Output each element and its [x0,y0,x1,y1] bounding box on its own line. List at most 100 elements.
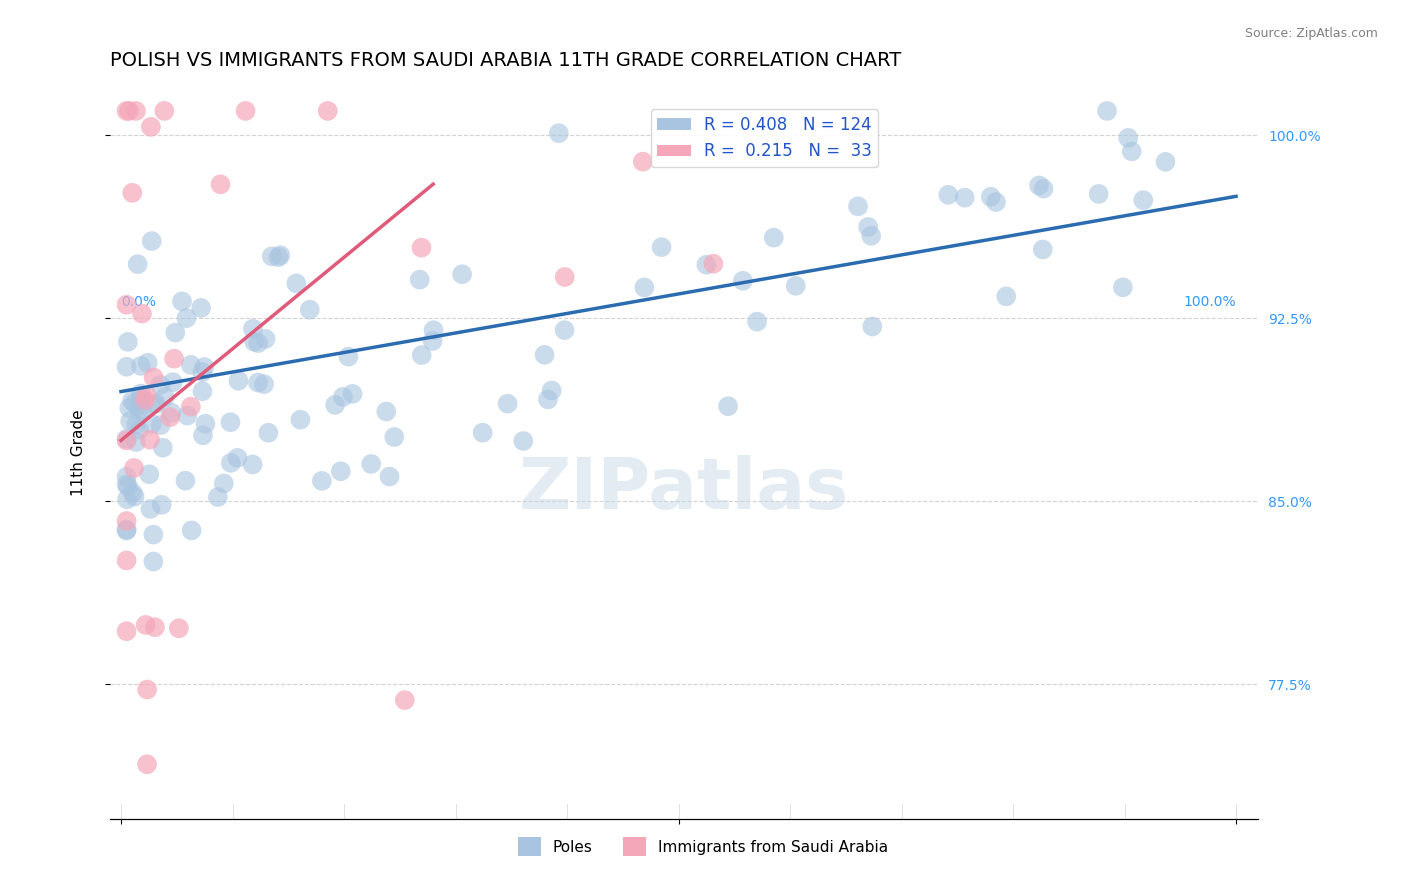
Point [191,384,214,399]
Point [219,456,242,470]
Point [547,126,569,140]
Point [194,417,217,431]
Point [537,392,560,407]
Point [117,479,139,493]
Point [115,103,138,118]
Point [695,258,717,272]
Point [115,514,138,528]
Point [378,469,401,483]
Point [136,757,159,772]
Point [193,359,215,374]
Point [1121,145,1143,159]
Point [121,486,143,500]
Point [285,277,308,291]
Point [174,474,197,488]
Point [1028,178,1050,193]
Point [115,624,138,639]
Point [121,186,143,200]
Point [150,498,173,512]
Point [180,524,202,538]
Point [143,397,166,411]
Point [142,555,165,569]
Point [267,250,290,264]
Point [394,693,416,707]
Legend: Poles, Immigrants from Saudi Arabia: Poles, Immigrants from Saudi Arabia [512,831,894,862]
Point [191,365,214,379]
Point [152,441,174,455]
Point [125,103,148,118]
Point [633,280,655,294]
Point [162,375,184,389]
Point [115,523,138,537]
Point [631,154,654,169]
Point [122,461,145,475]
Point [332,390,354,404]
Point [1032,243,1054,257]
Point [247,376,270,390]
Point [117,334,139,349]
Text: 100.0%: 100.0% [1184,295,1236,310]
Legend: R = 0.408   N = 124, R =  0.215   N =  33: R = 0.408 N = 124, R = 0.215 N = 33 [651,110,879,167]
Point [451,267,474,281]
Text: POLISH VS IMMIGRANTS FROM SAUDI ARABIA 11TH GRADE CORRELATION CHART: POLISH VS IMMIGRANTS FROM SAUDI ARABIA 1… [110,51,901,70]
Point [212,476,235,491]
Point [170,294,193,309]
Point [160,406,183,420]
Point [471,425,494,440]
Point [360,457,382,471]
Point [269,248,291,262]
Point [533,348,555,362]
Text: 0.0%: 0.0% [121,295,156,310]
Point [142,527,165,541]
Point [125,435,148,450]
Point [219,415,242,429]
Point [257,425,280,440]
Point [235,103,257,118]
Point [411,348,433,362]
Point [422,323,444,337]
Point [1095,103,1118,118]
Point [260,249,283,263]
Point [141,234,163,248]
Point [139,502,162,516]
Point [115,477,138,491]
Point [136,682,159,697]
Point [980,190,1002,204]
Point [496,397,519,411]
Point [180,400,202,414]
Point [115,359,138,374]
Point [118,401,141,415]
Point [115,432,138,446]
Point [422,334,444,348]
Point [142,370,165,384]
Point [375,404,398,418]
Point [745,315,768,329]
Y-axis label: 11th Grade: 11th Grade [72,409,86,496]
Point [762,230,785,244]
Point [124,490,146,504]
Point [995,289,1018,303]
Point [115,492,138,507]
Point [651,240,673,254]
Point [409,273,432,287]
Point [153,103,176,118]
Point [226,450,249,465]
Point [190,301,212,315]
Point [1112,280,1135,294]
Point [115,469,138,483]
Point [153,390,176,404]
Point [180,358,202,372]
Point [120,414,142,428]
Point [554,270,576,285]
Point [149,377,172,392]
Point [145,396,167,410]
Point [316,103,339,118]
Text: ZIPatlas: ZIPatlas [519,455,849,524]
Point [135,618,157,632]
Point [253,377,276,392]
Point [115,524,138,538]
Point [128,403,150,417]
Point [984,194,1007,209]
Point [141,417,163,431]
Point [128,398,150,412]
